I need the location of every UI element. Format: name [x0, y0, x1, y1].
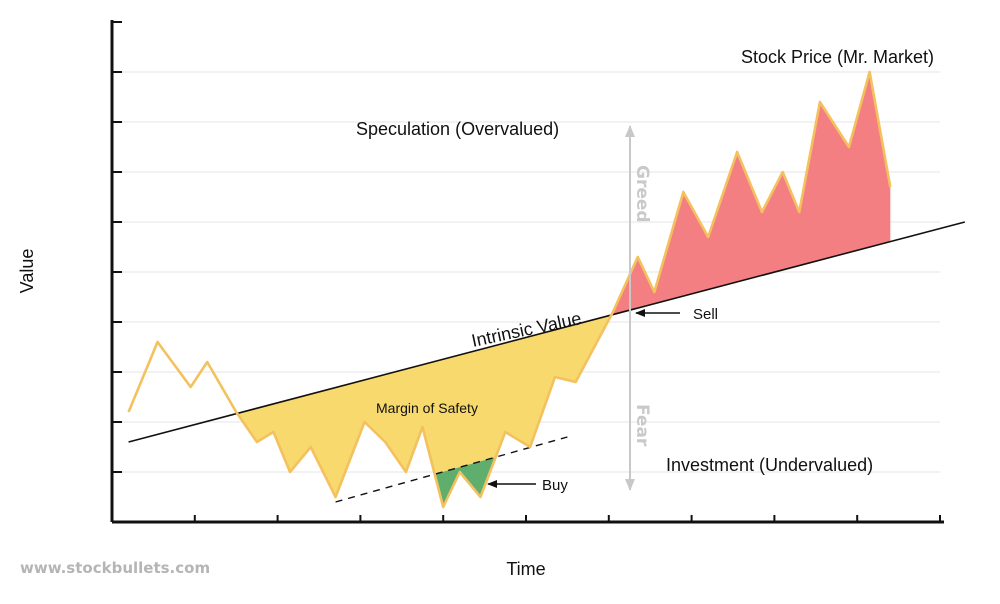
speculation-label: Speculation (Overvalued)	[356, 119, 559, 139]
y-axis-title: Value	[17, 249, 37, 294]
margin-dashed-line	[335, 436, 568, 503]
stock-price-line	[127, 70, 892, 509]
area-fills	[237, 73, 891, 507]
greed-label: Greed	[632, 165, 652, 223]
fear-label: Fear	[632, 404, 652, 447]
watermark: www.stockbullets.com	[20, 559, 210, 577]
series-lines	[127, 70, 966, 509]
axes	[110, 20, 944, 524]
x-axis-title: Time	[506, 559, 545, 579]
intrinsic-value-line	[128, 221, 966, 443]
stock-price-label: Stock Price (Mr. Market)	[741, 47, 934, 67]
sell-label: Sell	[693, 306, 718, 323]
buy-label: Buy	[542, 477, 568, 494]
overvalued-area	[611, 73, 891, 315]
margin-of-safety-area	[237, 315, 612, 507]
investment-label: Investment (Undervalued)	[666, 455, 873, 475]
margin-of-safety-label: Margin of Safety	[376, 400, 478, 416]
